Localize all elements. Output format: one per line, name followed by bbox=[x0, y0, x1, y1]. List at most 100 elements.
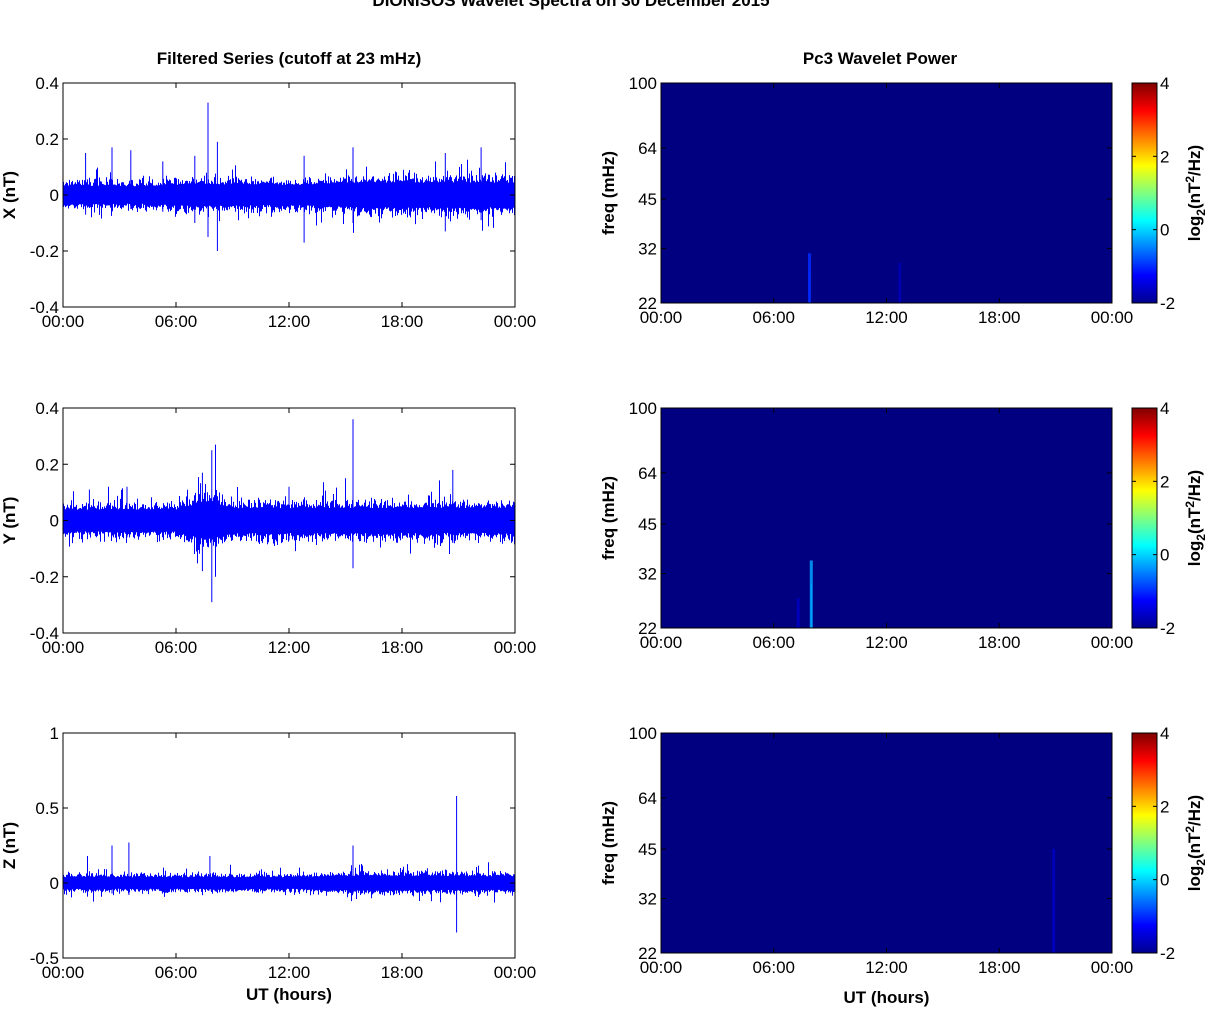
xtick-label: 00:00 bbox=[494, 638, 537, 657]
ytick-label: 100 bbox=[629, 74, 657, 93]
ytick-label: 0.2 bbox=[35, 130, 59, 149]
wavelet-panel-2: 22 32 45 64 100 00:00 06:00 12:00 18:00 00:00 freq… bbox=[599, 724, 1208, 1007]
xtick-label: 12:00 bbox=[268, 312, 311, 331]
colorbar-tick-label: 2 bbox=[1160, 472, 1169, 491]
wavelet-panel-1: 22 32 45 64 100 00:00 06:00 12:00 18:00 00:00 freq… bbox=[599, 399, 1208, 652]
xtick-label: 00:00 bbox=[1091, 958, 1134, 977]
xtick-label: 00:00 bbox=[640, 308, 683, 327]
panels-group: -0.4 -0.2 0 0.2 0.4 00:00 06:00 12:00 18:00 00:00… bbox=[0, 74, 1208, 1007]
ytick-label: 0 bbox=[50, 874, 59, 893]
xtick-label: 18:00 bbox=[978, 633, 1021, 652]
xtick-label: 06:00 bbox=[155, 638, 198, 657]
xtick-label: 12:00 bbox=[865, 958, 908, 977]
xtick-label: 00:00 bbox=[494, 963, 537, 982]
power-feature-core-1 bbox=[810, 584, 812, 628]
ytick-label: -0.2 bbox=[30, 568, 59, 587]
colorbar-frame bbox=[1131, 407, 1158, 629]
xtick-label: 06:00 bbox=[752, 308, 795, 327]
colorbar-frame bbox=[1131, 732, 1158, 954]
colorbar-frame bbox=[1131, 82, 1158, 304]
colorbar-label: log2(nT2/Hz) bbox=[1183, 470, 1208, 566]
series-panel-z: -0.5 0 0.5 1 00:00 06:00 12:00 18:00 00:00 Z (nT)… bbox=[0, 724, 536, 1004]
x-axis-label: UT (hours) bbox=[844, 988, 930, 1007]
colorbar-gradient bbox=[1132, 83, 1157, 303]
y-axis-label: Y (nT) bbox=[0, 497, 19, 545]
colorbar-tick-label: 0 bbox=[1160, 546, 1169, 565]
ytick-label: 22 bbox=[638, 944, 657, 963]
ytick-label: 45 bbox=[638, 840, 657, 859]
power-feature-core-1 bbox=[899, 276, 901, 303]
xtick-label: 00:00 bbox=[42, 963, 85, 982]
left-column-title: Filtered Series (cutoff at 23 mHz) bbox=[157, 49, 422, 68]
spectrogram-background bbox=[661, 733, 1112, 953]
colorbar: -2 0 2 4 log2(nT2/Hz) bbox=[1131, 724, 1208, 963]
plot-area bbox=[63, 733, 515, 958]
xtick-label: 12:00 bbox=[865, 633, 908, 652]
colorbar-label: log2(nT2/Hz) bbox=[1183, 145, 1208, 241]
ytick-label: 22 bbox=[638, 294, 657, 313]
ytick-label: 64 bbox=[638, 464, 657, 483]
ytick-label: 0.4 bbox=[35, 74, 59, 93]
ytick-label: 0.4 bbox=[35, 399, 59, 418]
colorbar-gradient bbox=[1132, 408, 1157, 628]
ytick-label: -0.4 bbox=[30, 298, 59, 317]
x-axis-label: UT (hours) bbox=[246, 985, 332, 1004]
ytick-label: 0 bbox=[50, 186, 59, 205]
ytick-label: -0.4 bbox=[30, 624, 59, 643]
ytick-label: 45 bbox=[638, 515, 657, 534]
xtick-label: 00:00 bbox=[42, 312, 85, 331]
y-axis-label: Z (nT) bbox=[0, 822, 19, 869]
ytick-label: 1 bbox=[50, 724, 59, 743]
colorbar-tick-label: 0 bbox=[1160, 221, 1169, 240]
ytick-label: 64 bbox=[638, 789, 657, 808]
ytick-label: 0.2 bbox=[35, 455, 59, 474]
ytick-label: 22 bbox=[638, 619, 657, 638]
ytick-label: 32 bbox=[638, 565, 657, 584]
y-axis-label: X (nT) bbox=[0, 171, 19, 219]
y-axis-label: freq (mHz) bbox=[599, 476, 618, 560]
xtick-label: 18:00 bbox=[381, 312, 424, 331]
ytick-label: 32 bbox=[638, 240, 657, 259]
power-feature-core-0 bbox=[797, 608, 799, 628]
ytick-label: 0 bbox=[50, 512, 59, 531]
xtick-label: 00:00 bbox=[640, 633, 683, 652]
ytick-label: -0.5 bbox=[30, 949, 59, 968]
series-panel-y: -0.4 -0.2 0 0.2 0.4 00:00 06:00 12:00 18:00 00:00… bbox=[0, 399, 536, 657]
xtick-label: 18:00 bbox=[978, 308, 1021, 327]
ytick-label: 45 bbox=[638, 190, 657, 209]
ytick-label: 32 bbox=[638, 890, 657, 909]
spectrogram-background bbox=[661, 83, 1112, 303]
colorbar: -2 0 2 4 log2(nT2/Hz) bbox=[1131, 74, 1208, 313]
xtick-label: 06:00 bbox=[155, 312, 198, 331]
colorbar: -2 0 2 4 log2(nT2/Hz) bbox=[1131, 399, 1208, 638]
colorbar-tick-label: -2 bbox=[1160, 619, 1175, 638]
figure-title: DIONISOS Wavelet Spectra on 30 December … bbox=[372, 0, 769, 10]
colorbar-tick-label: 0 bbox=[1160, 871, 1169, 890]
ytick-label: 100 bbox=[629, 724, 657, 743]
colorbar-tick-label: 4 bbox=[1160, 399, 1169, 418]
ytick-label: 0.5 bbox=[35, 799, 59, 818]
colorbar-label: log2(nT2/Hz) bbox=[1183, 795, 1208, 891]
series-panel-x: -0.4 -0.2 0 0.2 0.4 00:00 06:00 12:00 18:00 00:00… bbox=[0, 74, 536, 331]
xtick-label: 18:00 bbox=[381, 638, 424, 657]
colorbar-tick-label: 2 bbox=[1160, 797, 1169, 816]
colorbar-tick-label: -2 bbox=[1160, 944, 1175, 963]
wavelet-panel-0: 22 32 45 64 100 00:00 06:00 12:00 18:00 00:00 freq… bbox=[599, 74, 1208, 327]
spectrogram-background bbox=[661, 408, 1112, 628]
colorbar-tick-label: -2 bbox=[1160, 294, 1175, 313]
y-axis-label: freq (mHz) bbox=[599, 151, 618, 235]
xtick-label: 12:00 bbox=[865, 308, 908, 327]
xtick-label: 00:00 bbox=[640, 958, 683, 977]
colorbar-tick-label: 2 bbox=[1160, 147, 1169, 166]
xtick-label: 12:00 bbox=[268, 963, 311, 982]
xtick-label: 00:00 bbox=[1091, 308, 1134, 327]
power-feature-core-0 bbox=[809, 270, 810, 303]
colorbar-tick-label: 4 bbox=[1160, 74, 1169, 93]
xtick-label: 00:00 bbox=[1091, 633, 1134, 652]
xtick-label: 00:00 bbox=[42, 638, 85, 657]
power-feature-core-0 bbox=[1053, 885, 1055, 953]
xtick-label: 18:00 bbox=[381, 963, 424, 982]
xtick-label: 12:00 bbox=[268, 638, 311, 657]
xtick-label: 06:00 bbox=[752, 958, 795, 977]
